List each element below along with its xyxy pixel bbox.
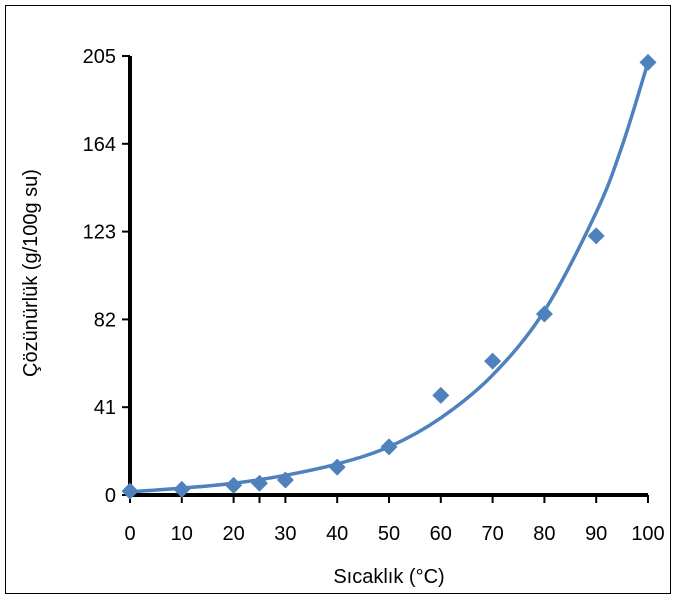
y-tick-label: 82 — [94, 309, 116, 331]
y-tick-label: 41 — [94, 397, 116, 419]
x-tick-label: 80 — [533, 523, 555, 545]
y-axis-title: Çözünürlük (g/100g su) — [20, 169, 42, 377]
data-point — [380, 438, 398, 456]
data-point — [639, 53, 657, 71]
x-tick-label: 20 — [222, 523, 244, 545]
data-point — [276, 471, 294, 489]
y-tick-label: 0 — [105, 485, 116, 507]
x-tick-label: 10 — [171, 523, 193, 545]
x-tick-label: 90 — [585, 523, 607, 545]
x-tick-label: 0 — [124, 523, 135, 545]
x-tick-label: 70 — [481, 523, 503, 545]
tick-labels: 0 41 82 123 164 205 0 10 20 30 40 50 60 70 80 90 100 — [83, 46, 665, 545]
y-tick-label: 205 — [83, 46, 116, 68]
data-point — [432, 386, 450, 404]
data-point — [251, 474, 268, 492]
y-tick-label: 164 — [83, 134, 116, 156]
data-point — [587, 227, 605, 245]
data-point — [328, 458, 346, 476]
x-axis-title: Sıcaklık (°C) — [333, 566, 444, 588]
x-tick-label: 50 — [378, 523, 400, 545]
y-tick-label: 123 — [83, 222, 116, 244]
x-tick-label: 40 — [326, 523, 348, 545]
data-point — [484, 352, 502, 370]
x-tick-label: 60 — [430, 523, 452, 545]
x-tick-label: 100 — [631, 523, 664, 545]
data-point — [173, 480, 191, 498]
data-point — [535, 305, 553, 323]
data-points — [121, 53, 657, 500]
x-tick-label: 30 — [274, 523, 296, 545]
data-point — [225, 476, 243, 494]
data-point — [121, 482, 139, 500]
